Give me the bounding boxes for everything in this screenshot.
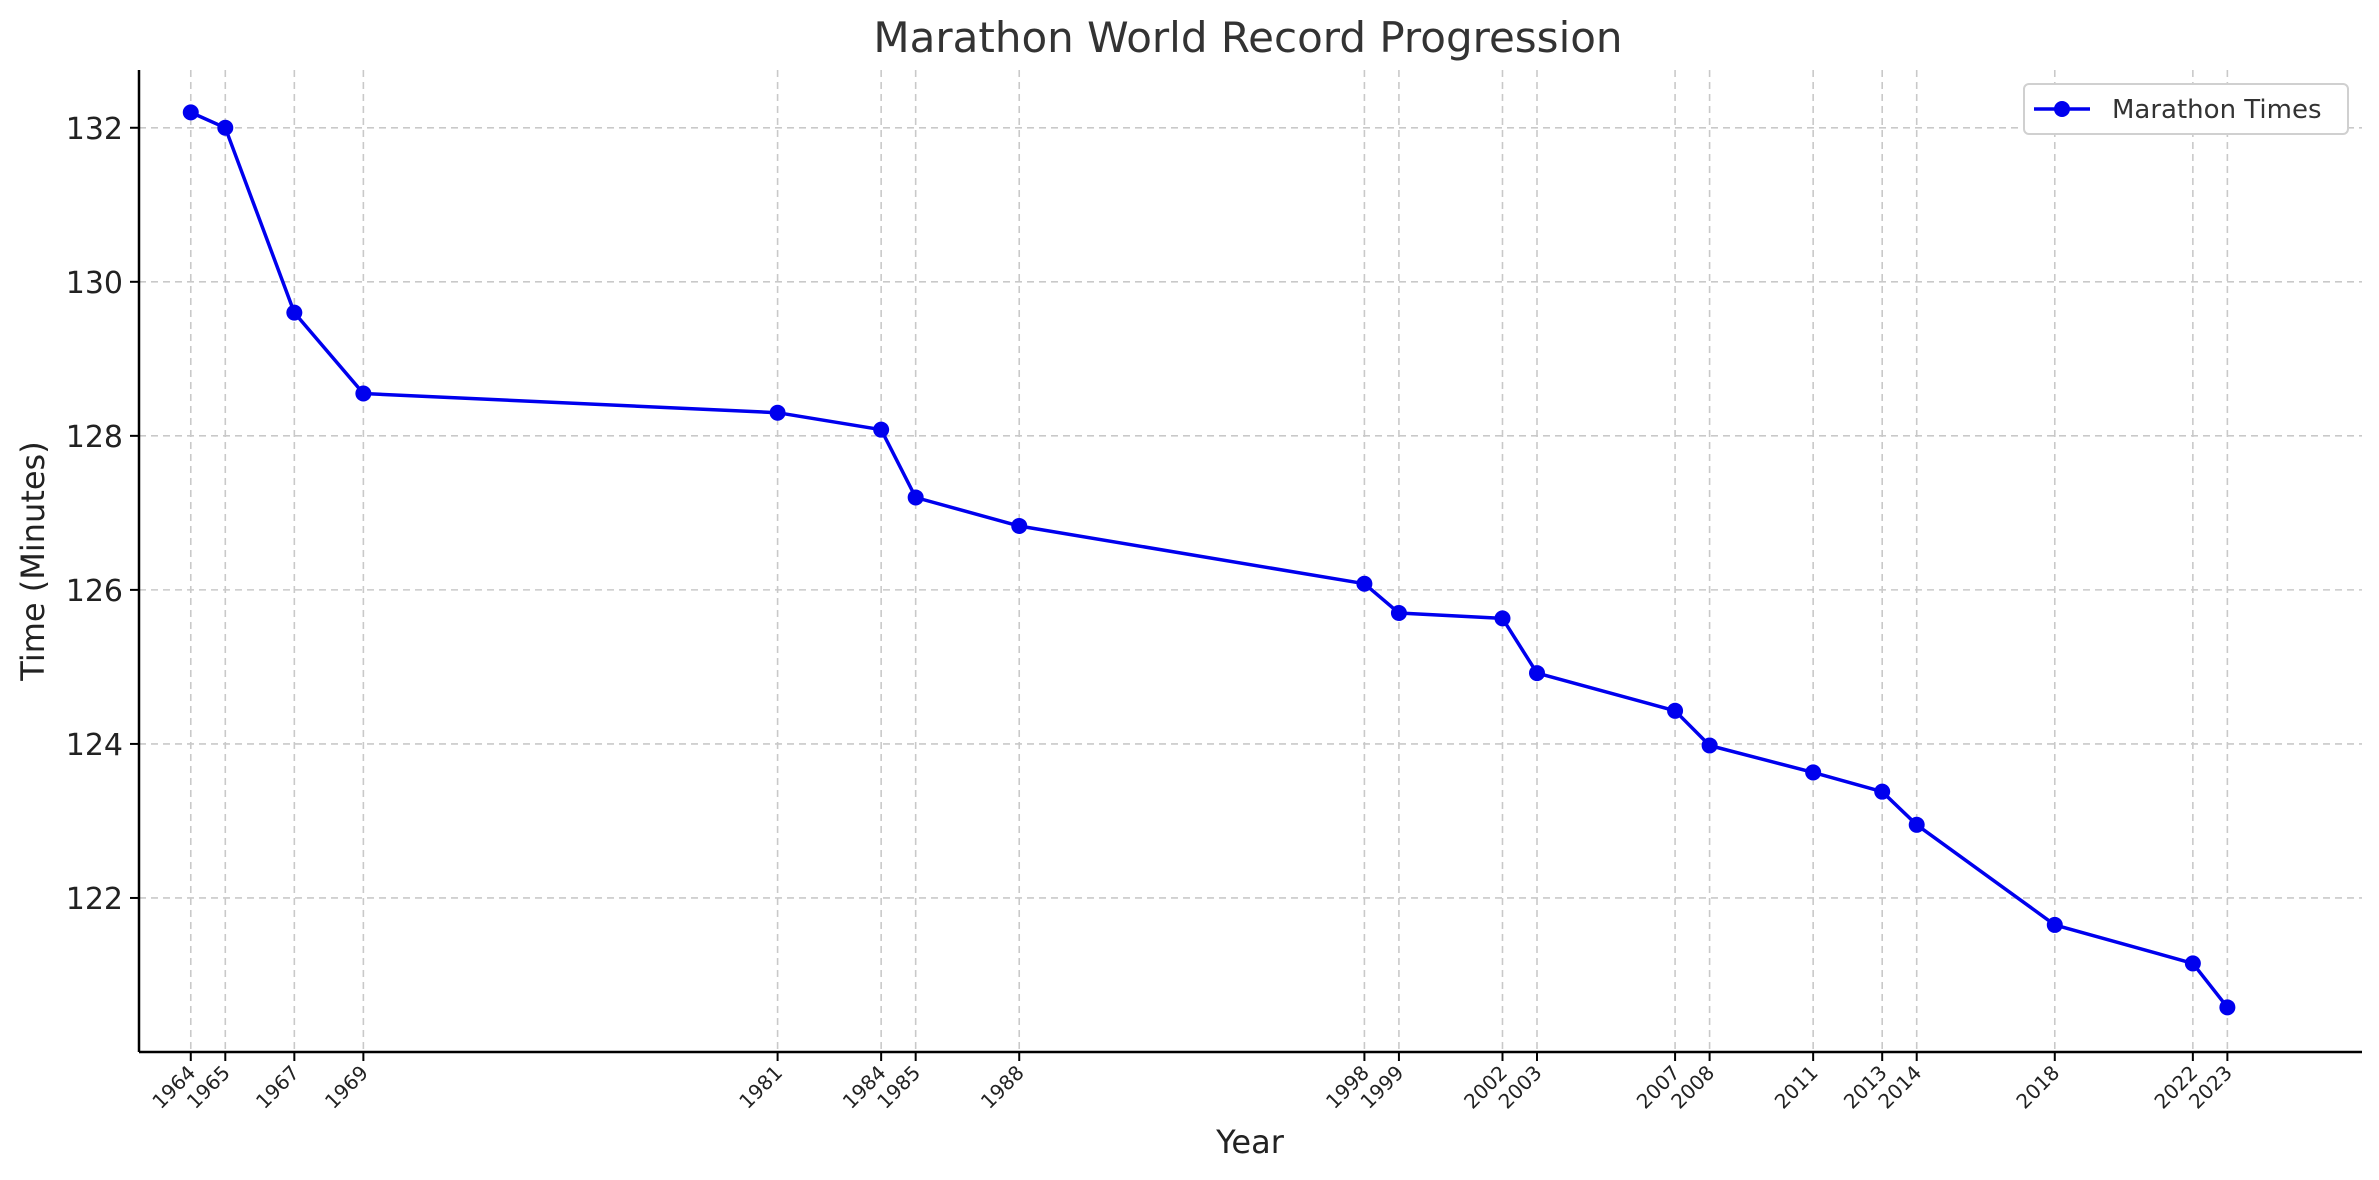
- data-point: [217, 119, 234, 136]
- data-point: [1908, 816, 1925, 833]
- x-tick-label: 2018: [2011, 1061, 2064, 1114]
- data-point: [907, 489, 924, 506]
- data-point: [1494, 610, 1511, 627]
- data-point: [769, 404, 786, 421]
- series-line: [190, 110, 2229, 1009]
- series-marathon-times: [182, 104, 2236, 1016]
- x-tick-label: 1988: [976, 1061, 1029, 1114]
- x-tick-label: 1967: [251, 1061, 304, 1114]
- data-point: [1805, 764, 1822, 781]
- data-point: [2184, 955, 2201, 972]
- data-point: [873, 421, 890, 438]
- data-point: [286, 304, 303, 321]
- y-axis-label: Time (Minutes): [14, 441, 52, 681]
- data-point: [1011, 517, 1028, 534]
- x-axis-label: Year: [1215, 1123, 1285, 1161]
- y-tick-label: 124: [66, 728, 123, 763]
- grid-lines: [139, 70, 2362, 1052]
- y-tick-label: 126: [66, 574, 123, 609]
- data-point: [355, 385, 372, 402]
- y-tick-label: 122: [66, 882, 123, 917]
- legend: Marathon Times: [2023, 83, 2349, 135]
- legend-box: [2023, 83, 2349, 135]
- data-point: [2046, 916, 2063, 933]
- data-point: [2219, 999, 2236, 1016]
- legend-label: Marathon Times: [2112, 95, 2322, 125]
- x-tick-label: 1969: [320, 1061, 373, 1114]
- y-tick-label: 132: [66, 112, 123, 147]
- y-tick-label: 128: [66, 420, 123, 455]
- data-point: [182, 104, 199, 121]
- data-point: [1390, 604, 1407, 621]
- y-tick-label: 130: [66, 266, 123, 301]
- chart-title: Marathon World Record Progression: [873, 13, 1622, 62]
- x-tick-label: 2011: [1770, 1061, 1823, 1114]
- data-point: [1874, 783, 1891, 800]
- data-point: [1356, 575, 1373, 592]
- data-point: [1701, 737, 1718, 754]
- data-point: [1529, 665, 1546, 682]
- data-point: [1667, 702, 1684, 719]
- legend-marker-icon: [2054, 101, 2070, 117]
- x-tick-label: 1981: [734, 1061, 787, 1114]
